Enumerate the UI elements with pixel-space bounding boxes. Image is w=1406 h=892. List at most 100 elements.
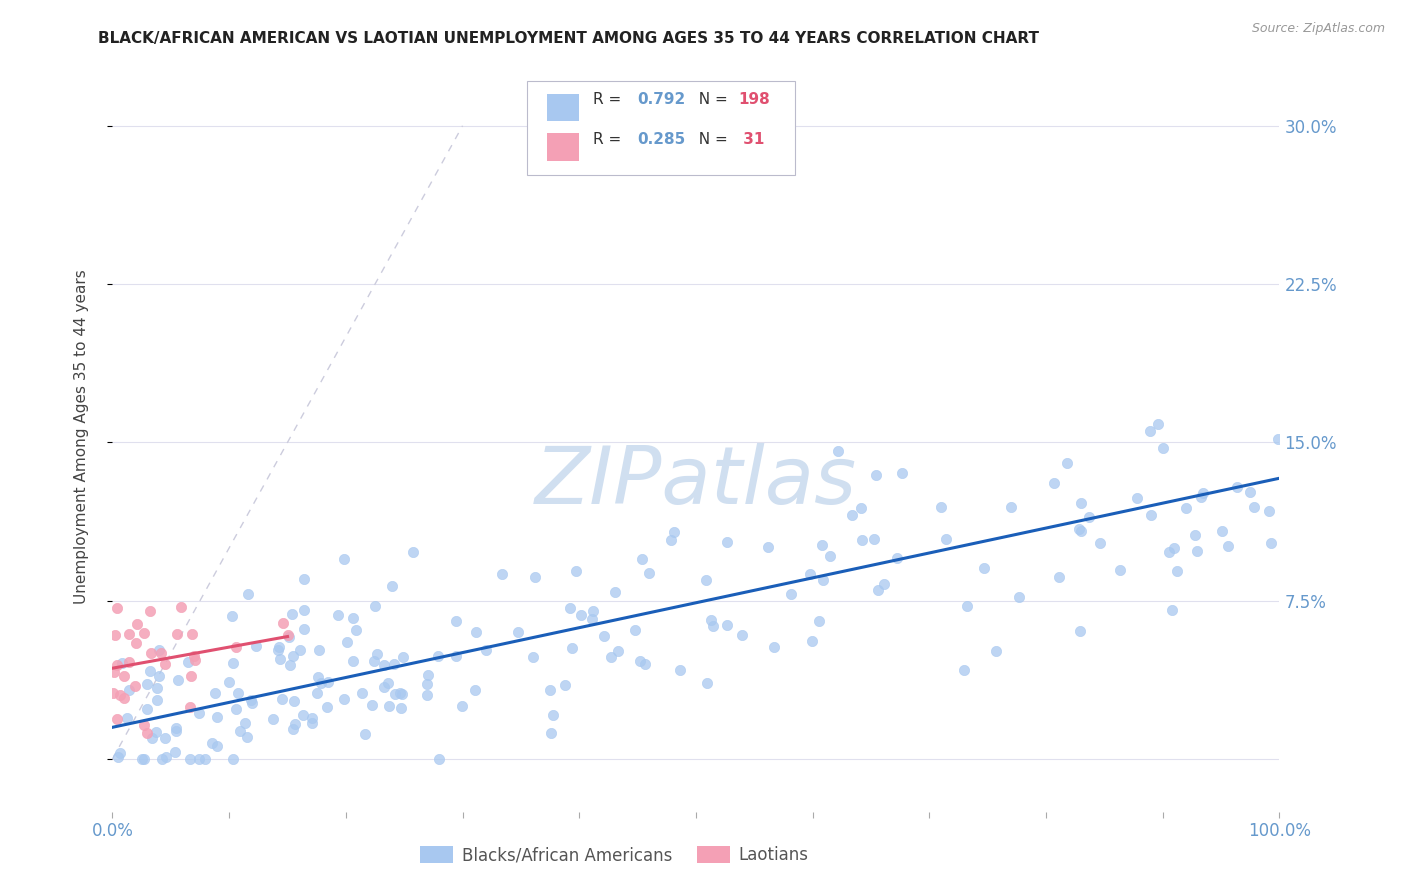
Point bbox=[238, 587, 260, 601]
Point bbox=[363, 654, 385, 668]
Point bbox=[603, 584, 626, 599]
Point bbox=[1147, 417, 1170, 431]
Point bbox=[569, 607, 592, 622]
Point bbox=[292, 622, 315, 636]
Point bbox=[139, 604, 162, 618]
Point bbox=[1239, 484, 1261, 499]
Point bbox=[1258, 504, 1281, 518]
Point bbox=[163, 746, 186, 760]
Point bbox=[1140, 508, 1163, 522]
Point bbox=[148, 669, 170, 683]
Point bbox=[389, 701, 412, 715]
Point bbox=[1226, 480, 1249, 494]
Point bbox=[702, 619, 724, 633]
Point bbox=[170, 599, 193, 614]
Point bbox=[1260, 536, 1282, 550]
Point bbox=[118, 683, 141, 698]
Point bbox=[1069, 624, 1091, 638]
Point bbox=[637, 566, 659, 580]
Point bbox=[730, 628, 752, 642]
Point bbox=[145, 681, 167, 695]
Point bbox=[107, 750, 129, 764]
Point bbox=[225, 640, 247, 655]
Point bbox=[1043, 475, 1066, 490]
Point bbox=[1070, 496, 1092, 510]
Point bbox=[659, 533, 682, 547]
Point bbox=[333, 691, 356, 706]
Point bbox=[1267, 432, 1289, 446]
Point bbox=[225, 701, 247, 715]
Point bbox=[194, 752, 217, 766]
Point bbox=[628, 654, 651, 668]
Point bbox=[464, 683, 486, 698]
Point bbox=[283, 649, 305, 664]
Point bbox=[565, 564, 588, 578]
Point bbox=[366, 647, 388, 661]
Point bbox=[810, 538, 832, 552]
Point bbox=[240, 697, 263, 711]
Point bbox=[180, 627, 202, 641]
Point bbox=[935, 532, 957, 546]
Point bbox=[1216, 539, 1239, 553]
Point bbox=[1047, 570, 1070, 584]
Point bbox=[799, 567, 821, 582]
Point bbox=[292, 573, 315, 587]
Point bbox=[762, 640, 785, 655]
Point bbox=[309, 676, 332, 690]
Point bbox=[1189, 490, 1212, 504]
Point bbox=[226, 686, 249, 700]
Point bbox=[354, 727, 377, 741]
Point bbox=[316, 700, 339, 714]
Point bbox=[1109, 563, 1132, 577]
Point bbox=[695, 574, 717, 588]
Point bbox=[150, 752, 173, 766]
Point bbox=[290, 643, 312, 657]
Point bbox=[1185, 544, 1208, 558]
Point bbox=[524, 570, 547, 584]
Point bbox=[373, 657, 395, 672]
Point bbox=[600, 649, 623, 664]
Point bbox=[558, 601, 581, 615]
Point bbox=[780, 587, 803, 601]
Point bbox=[118, 655, 141, 669]
Point bbox=[592, 629, 614, 643]
Point bbox=[474, 643, 496, 657]
Point bbox=[384, 687, 406, 701]
Point bbox=[281, 722, 304, 736]
Point bbox=[886, 551, 908, 566]
Point bbox=[378, 698, 401, 713]
Point bbox=[1211, 524, 1233, 539]
Point bbox=[444, 648, 467, 663]
Legend: Blacks/African Americans, Laotians: Blacks/African Americans, Laotians bbox=[413, 839, 815, 871]
Point bbox=[166, 626, 188, 640]
Point bbox=[811, 573, 834, 587]
Text: N =: N = bbox=[689, 132, 733, 147]
Point bbox=[222, 656, 245, 670]
Point bbox=[418, 668, 440, 682]
Point bbox=[381, 579, 404, 593]
Point bbox=[222, 752, 245, 766]
Point bbox=[135, 677, 157, 691]
Point bbox=[582, 605, 605, 619]
Point bbox=[270, 692, 292, 706]
Point bbox=[278, 630, 301, 644]
Point bbox=[1192, 486, 1215, 500]
Point bbox=[276, 628, 298, 642]
Point bbox=[292, 603, 315, 617]
Point bbox=[350, 686, 373, 700]
Point bbox=[148, 643, 170, 657]
Point bbox=[841, 508, 863, 522]
Point bbox=[373, 680, 395, 694]
Point bbox=[1069, 521, 1091, 535]
Point bbox=[201, 736, 224, 750]
Point bbox=[177, 655, 200, 669]
Text: BLACK/AFRICAN AMERICAN VS LAOTIAN UNEMPLOYMENT AMONG AGES 35 TO 44 YEARS CORRELA: BLACK/AFRICAN AMERICAN VS LAOTIAN UNEMPL… bbox=[98, 31, 1039, 46]
Point bbox=[165, 721, 187, 735]
Point bbox=[101, 686, 124, 700]
Point bbox=[204, 686, 226, 700]
Point bbox=[360, 698, 382, 712]
Point bbox=[464, 625, 486, 640]
Point bbox=[207, 739, 229, 753]
Point bbox=[851, 501, 873, 516]
Point bbox=[136, 725, 159, 739]
